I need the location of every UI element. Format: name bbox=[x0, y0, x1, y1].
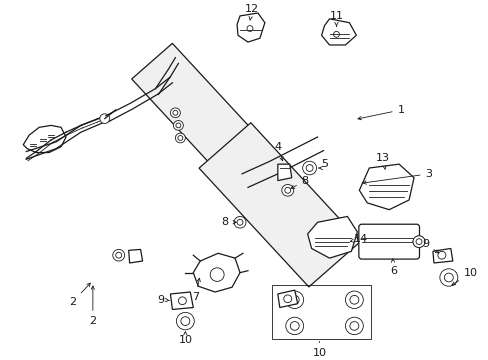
Circle shape bbox=[210, 268, 224, 282]
Polygon shape bbox=[307, 216, 357, 258]
Text: 9: 9 bbox=[421, 239, 438, 253]
Text: 6: 6 bbox=[390, 259, 397, 276]
Polygon shape bbox=[23, 125, 66, 153]
Circle shape bbox=[285, 317, 303, 335]
Polygon shape bbox=[321, 19, 356, 45]
Polygon shape bbox=[277, 164, 291, 181]
Polygon shape bbox=[277, 290, 297, 307]
Text: 7: 7 bbox=[191, 278, 200, 302]
Circle shape bbox=[170, 108, 180, 118]
Polygon shape bbox=[128, 249, 142, 263]
Circle shape bbox=[234, 216, 245, 228]
Circle shape bbox=[173, 121, 183, 130]
Circle shape bbox=[281, 184, 293, 196]
Circle shape bbox=[345, 291, 363, 309]
Text: 11: 11 bbox=[329, 11, 343, 27]
Polygon shape bbox=[237, 13, 264, 42]
Circle shape bbox=[285, 291, 303, 309]
Bar bbox=[199, 123, 360, 287]
Circle shape bbox=[181, 317, 189, 325]
Circle shape bbox=[412, 236, 424, 247]
Circle shape bbox=[284, 188, 290, 193]
Text: 3: 3 bbox=[362, 169, 431, 184]
Text: 10: 10 bbox=[312, 341, 326, 358]
Text: 4: 4 bbox=[274, 142, 283, 161]
Text: 10: 10 bbox=[178, 332, 192, 346]
Text: 12: 12 bbox=[244, 4, 259, 20]
Text: 5: 5 bbox=[321, 159, 327, 169]
Text: 14: 14 bbox=[349, 234, 367, 244]
Circle shape bbox=[444, 273, 452, 282]
Circle shape bbox=[349, 321, 358, 330]
Text: 9: 9 bbox=[157, 295, 169, 305]
Circle shape bbox=[173, 111, 178, 115]
Circle shape bbox=[437, 251, 445, 259]
Circle shape bbox=[290, 296, 299, 304]
Circle shape bbox=[345, 317, 363, 335]
Circle shape bbox=[305, 165, 312, 171]
Circle shape bbox=[237, 219, 243, 225]
Polygon shape bbox=[432, 248, 452, 263]
Circle shape bbox=[412, 236, 424, 247]
Circle shape bbox=[333, 31, 339, 37]
Circle shape bbox=[290, 321, 299, 330]
Circle shape bbox=[246, 26, 252, 31]
Circle shape bbox=[415, 239, 421, 244]
Text: 2: 2 bbox=[89, 286, 96, 326]
Circle shape bbox=[175, 133, 185, 143]
Text: 10: 10 bbox=[451, 267, 477, 285]
Text: 13: 13 bbox=[375, 153, 389, 169]
Text: 2: 2 bbox=[69, 283, 90, 307]
Circle shape bbox=[116, 252, 122, 258]
Circle shape bbox=[113, 249, 124, 261]
Polygon shape bbox=[359, 164, 413, 210]
Text: 8: 8 bbox=[221, 217, 236, 227]
Bar bbox=[271, 285, 370, 338]
Circle shape bbox=[176, 123, 181, 128]
Circle shape bbox=[283, 295, 291, 303]
FancyBboxPatch shape bbox=[358, 224, 419, 259]
Text: 1: 1 bbox=[357, 105, 404, 120]
Bar bbox=[131, 43, 258, 172]
Circle shape bbox=[349, 296, 358, 304]
Circle shape bbox=[178, 136, 183, 140]
Circle shape bbox=[176, 312, 194, 330]
Polygon shape bbox=[170, 292, 193, 310]
Circle shape bbox=[302, 161, 316, 175]
Circle shape bbox=[100, 114, 109, 123]
Text: 8: 8 bbox=[290, 176, 308, 189]
Circle shape bbox=[178, 297, 186, 305]
Polygon shape bbox=[193, 253, 240, 292]
Circle shape bbox=[439, 269, 457, 286]
